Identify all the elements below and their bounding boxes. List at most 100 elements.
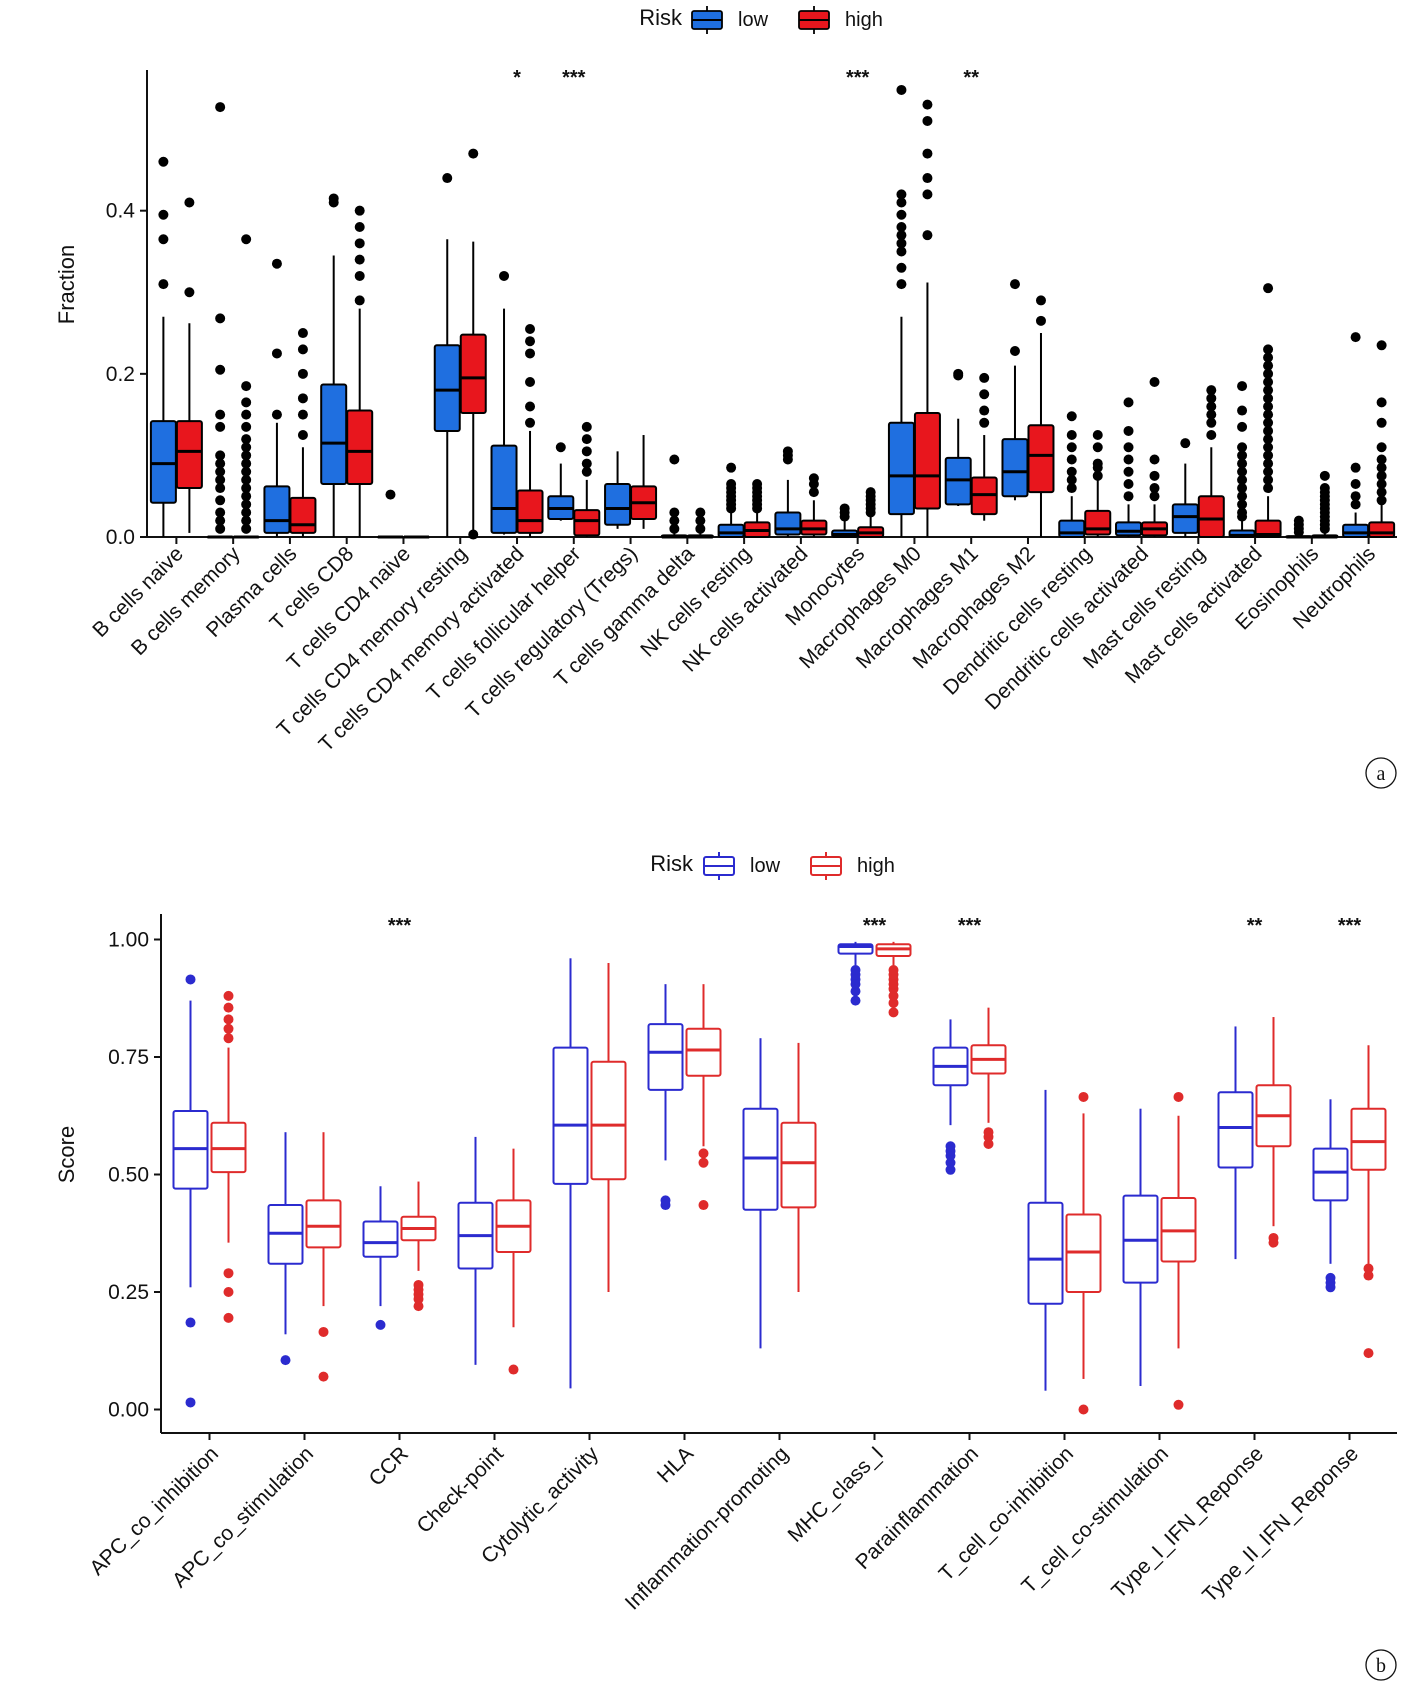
outlier-point [1066, 411, 1077, 422]
box-high [875, 941, 912, 1018]
box-rect [604, 482, 632, 526]
outlier-point [271, 348, 282, 359]
significance-label: *** [958, 915, 982, 937]
outlier-point [223, 1002, 234, 1013]
box-low [1027, 1089, 1064, 1391]
outlier-point [1237, 405, 1248, 416]
box-low [774, 446, 802, 537]
outlier-point [945, 1157, 956, 1168]
y-tick-label: 0.75 [108, 1046, 149, 1069]
box-rect [1084, 509, 1112, 536]
outlier-point [808, 473, 819, 484]
box-rect [1197, 495, 1225, 539]
outlier-point [318, 1371, 329, 1382]
outlier-point [354, 254, 365, 265]
outlier-point [185, 1317, 196, 1328]
outlier-point [1035, 315, 1046, 326]
box-low [1171, 438, 1199, 537]
box-high [1084, 430, 1112, 537]
box-high [1255, 1017, 1292, 1248]
legend-key-high [810, 852, 842, 880]
outlier-point [1173, 1399, 1184, 1410]
outlier-point [1066, 442, 1077, 453]
outlier-point [468, 529, 479, 540]
box-low [1312, 1099, 1349, 1293]
outlier-point [1376, 487, 1387, 498]
outlier-point [581, 446, 592, 457]
box-rect [1217, 1091, 1254, 1169]
box-low [362, 1186, 399, 1330]
legend-label: low [750, 855, 781, 877]
box-high [1254, 283, 1282, 538]
outlier-point [1263, 409, 1274, 420]
outlier-point [215, 507, 226, 518]
outlier-point [1319, 483, 1330, 494]
outlier-point [1173, 1091, 1184, 1102]
box-rect [647, 1023, 684, 1091]
outlier-point [215, 102, 226, 113]
outlier-point [297, 393, 308, 404]
x-tick-label: CCR [365, 1442, 413, 1490]
outlier-point [1123, 425, 1134, 436]
significance-label: *** [863, 915, 887, 937]
y-tick-label: 1.00 [108, 929, 149, 952]
outlier-point [1149, 377, 1160, 387]
legend-label: high [857, 855, 895, 877]
box-high [402, 535, 430, 539]
outlier-point [241, 397, 252, 408]
box-rect [433, 344, 461, 432]
outlier-point [215, 450, 226, 461]
box-low [1217, 1026, 1254, 1260]
box-rect [305, 1199, 342, 1249]
outlier-point [979, 389, 990, 400]
outlier-point [896, 230, 907, 241]
outlier-point [241, 466, 252, 477]
box-high [1197, 385, 1225, 539]
y-tick-label: 0.0 [106, 526, 135, 549]
outlier-point [896, 197, 907, 208]
outlier-point [215, 523, 226, 534]
outlier-point [1237, 458, 1248, 469]
y-axis-label: Fraction [54, 245, 79, 324]
outlier-point [241, 515, 252, 526]
box-high [743, 478, 771, 539]
outlier-point [241, 434, 252, 445]
box-rect [717, 523, 745, 539]
outlier-point [297, 328, 308, 339]
box-rect [552, 1046, 589, 1185]
x-tick-label: MHC_class_I [783, 1442, 888, 1547]
outlier-point [1237, 421, 1248, 432]
box-low [552, 958, 589, 1389]
box-high [1160, 1091, 1197, 1410]
box-high [210, 990, 247, 1323]
outlier-point [782, 446, 793, 457]
outlier-point [669, 454, 680, 465]
box-high [495, 1148, 532, 1375]
outlier-point [271, 409, 282, 420]
box-high [516, 323, 544, 537]
box-high [1065, 1091, 1102, 1415]
outlier-point [525, 417, 536, 428]
box-low [604, 451, 632, 529]
outlier-point [888, 965, 899, 976]
outlier-point [698, 1157, 709, 1168]
box-high [630, 435, 658, 529]
outlier-point [297, 344, 308, 355]
box-high [590, 963, 627, 1292]
outlier-point [158, 156, 169, 167]
y-tick-label: 0.50 [108, 1164, 149, 1187]
boxplot-b: 0.000.250.500.751.00ScoreAPC_co_inhibiti… [54, 914, 1397, 1615]
box-high [1141, 377, 1169, 537]
outlier-point [581, 458, 592, 469]
significance-label: *** [1338, 915, 1362, 937]
outlier-point [896, 246, 907, 257]
outlier-point [1149, 454, 1160, 465]
outlier-point [1206, 430, 1217, 441]
outlier-point [499, 270, 510, 281]
outlier-point [945, 1164, 956, 1175]
box-rect [516, 489, 544, 534]
outlier-point [241, 234, 252, 245]
box-rect [1368, 521, 1396, 539]
